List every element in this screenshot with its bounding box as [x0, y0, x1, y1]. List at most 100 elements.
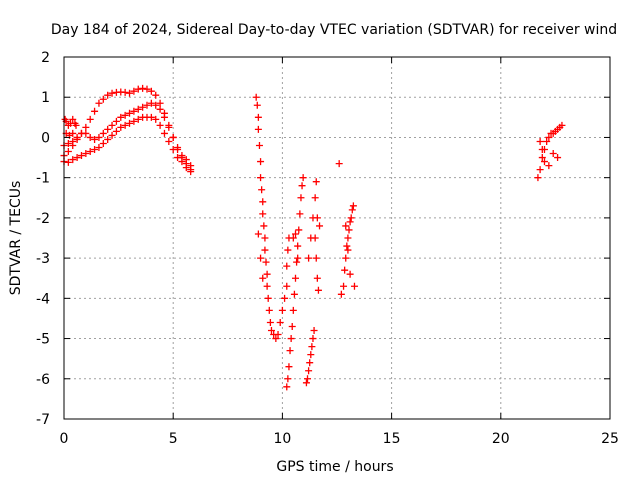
- data-point: [165, 137, 173, 145]
- data-point: [178, 158, 186, 166]
- y-axis-label: SDTVAR / TECUs: [8, 181, 24, 296]
- data-point: [117, 113, 125, 121]
- data-point: [294, 242, 302, 250]
- y-tick-label: -1: [36, 171, 50, 187]
- data-point: [254, 230, 262, 238]
- x-tick-label: 20: [492, 431, 510, 447]
- data-point: [91, 107, 99, 115]
- y-tick-label: -2: [36, 211, 50, 227]
- data-point: [91, 135, 99, 143]
- data-point: [134, 105, 142, 113]
- data-point: [130, 107, 138, 115]
- data-point: [349, 202, 357, 210]
- data-point: [253, 101, 261, 109]
- data-point: [292, 274, 300, 282]
- series-arc-6: [534, 121, 566, 182]
- data-point: [77, 152, 85, 160]
- data-point: [262, 258, 270, 266]
- data-point: [313, 214, 321, 222]
- data-point: [298, 182, 306, 190]
- series-arc-4: [302, 178, 324, 387]
- data-point: [126, 119, 134, 127]
- data-point: [558, 121, 566, 129]
- data-point: [95, 99, 103, 107]
- series-arc-1-middle: [60, 99, 195, 174]
- data-point: [259, 198, 267, 206]
- data-point: [263, 270, 271, 278]
- data-point: [69, 115, 77, 123]
- data-point: [267, 327, 275, 335]
- y-tick-label: -3: [36, 251, 50, 267]
- data-point: [260, 222, 268, 230]
- data-point: [344, 234, 352, 242]
- data-point: [165, 123, 173, 131]
- data-point: [86, 133, 94, 141]
- data-point: [126, 89, 134, 97]
- data-point: [549, 150, 557, 158]
- x-tick-label: 5: [169, 431, 178, 447]
- chart-title: Day 184 of 2024, Sidereal Day-to-day VTE…: [51, 22, 617, 38]
- data-point: [294, 254, 302, 262]
- data-point: [286, 347, 294, 355]
- data-point: [187, 168, 195, 176]
- data-point: [283, 282, 291, 290]
- data-point: [285, 234, 293, 242]
- y-tick-label: -7: [36, 412, 50, 428]
- x-axis-label: GPS time / hours: [276, 459, 393, 475]
- data-point: [305, 367, 313, 375]
- data-point: [139, 84, 147, 92]
- data-point: [341, 266, 349, 274]
- data-point: [545, 162, 553, 170]
- data-point: [309, 335, 317, 343]
- data-point: [335, 160, 343, 168]
- data-point: [99, 139, 107, 147]
- data-point: [95, 133, 103, 141]
- data-point: [346, 270, 354, 278]
- data-point: [297, 194, 305, 202]
- y-tick-label: -6: [36, 372, 50, 388]
- x-tick-label: 15: [383, 431, 401, 447]
- series-arc-2: [252, 93, 291, 343]
- data-point: [72, 121, 80, 129]
- data-point: [306, 359, 314, 367]
- data-point: [91, 146, 99, 154]
- data-point: [266, 318, 274, 326]
- data-point: [254, 125, 262, 133]
- data-point: [295, 226, 303, 234]
- data-point: [121, 121, 129, 129]
- data-point: [340, 282, 348, 290]
- data-point: [134, 85, 142, 93]
- data-point: [69, 156, 77, 164]
- data-point: [73, 154, 81, 162]
- data-point: [174, 154, 182, 162]
- y-tick-label: 2: [41, 50, 50, 66]
- data-point: [536, 137, 544, 145]
- data-point: [287, 335, 295, 343]
- data-point: [261, 234, 269, 242]
- data-point: [312, 254, 320, 262]
- data-point: [314, 286, 322, 294]
- data-point: [284, 246, 292, 254]
- y-tick-label: 1: [41, 90, 50, 106]
- data-point: [126, 109, 134, 117]
- data-point: [258, 186, 266, 194]
- data-point: [169, 146, 177, 154]
- data-point: [254, 113, 262, 121]
- data-point: [543, 137, 551, 145]
- data-point: [108, 121, 116, 129]
- data-point: [274, 331, 282, 339]
- series-arc-5: [335, 160, 358, 298]
- data-point: [285, 363, 293, 371]
- data-point: [302, 379, 310, 387]
- data-point: [257, 254, 265, 262]
- data-point: [307, 351, 315, 359]
- data-point: [147, 87, 155, 95]
- data-point: [265, 306, 273, 314]
- y-tick-label: -5: [36, 332, 50, 348]
- data-point: [305, 254, 313, 262]
- data-point: [348, 206, 356, 214]
- data-point: [281, 294, 289, 302]
- data-point: [292, 230, 300, 238]
- data-point: [257, 158, 265, 166]
- data-point: [540, 158, 548, 166]
